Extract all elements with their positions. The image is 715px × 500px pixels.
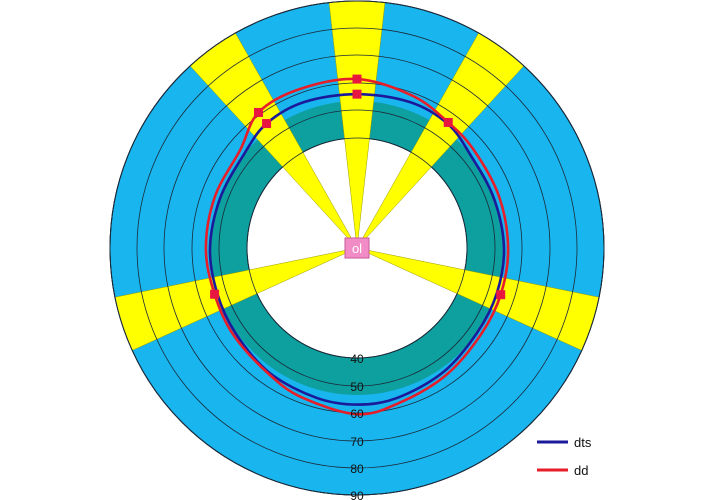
gridline-ring-1: [218, 109, 496, 387]
ring-label-50: 50: [350, 380, 364, 394]
gridline-ring-0: [246, 137, 468, 359]
marker-dd-0: [352, 74, 362, 84]
marker-dts-0: [352, 89, 362, 99]
legend: dts dd: [537, 435, 592, 478]
series-lines: [204, 77, 510, 416]
marker-dd-1: [443, 117, 453, 127]
ring-label-80: 80: [350, 462, 364, 476]
ring-label-40: 40: [350, 352, 364, 366]
center-box: [344, 237, 370, 259]
marker-dd-4: [254, 107, 264, 117]
legend-label-dts: dts: [574, 435, 592, 450]
legend-label-dd: dd: [574, 463, 588, 478]
series-line-dd: [204, 77, 510, 416]
series-markers: [210, 74, 506, 300]
ring-tick-labels: 40 50 60 70 80 90: [350, 352, 364, 500]
gridline-ring-4: [136, 27, 578, 469]
marker-dts-1: [262, 119, 272, 129]
ring-label-60: 60: [350, 407, 364, 421]
gridline-outer: [109, 0, 605, 496]
marker-dd-2: [496, 290, 506, 300]
center-label: ol: [352, 241, 362, 256]
center-marker: ol: [344, 237, 370, 259]
marker-dd-3: [210, 289, 220, 299]
highlight-sectors: [114, 0, 600, 351]
gridline-ring-3: [163, 54, 551, 442]
ring-label-70: 70: [350, 435, 364, 449]
ring-label-90: 90: [350, 489, 364, 500]
series-line-dts: [208, 92, 506, 406]
